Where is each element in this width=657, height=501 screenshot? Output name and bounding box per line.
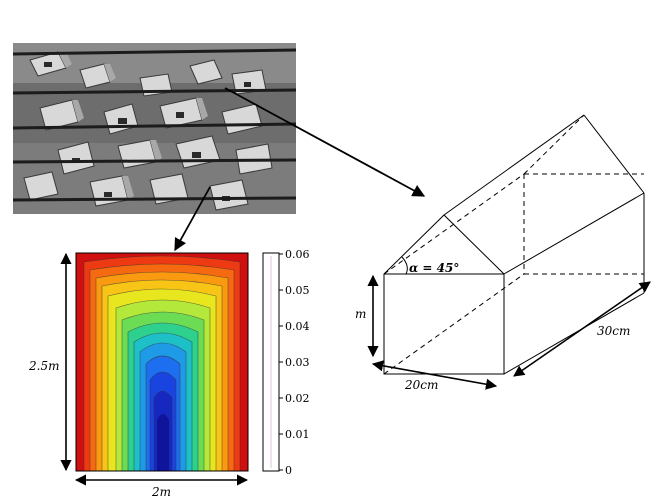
photo-of-boxes: [13, 43, 296, 214]
colorbar: 0.06 0.05 0.04 0.03 0.02 0.01 0: [262, 248, 310, 477]
box-height-label: m: [355, 307, 366, 321]
roof-angle-label: α = 45°: [409, 261, 459, 275]
colorbar-tick-label: 0: [285, 464, 292, 477]
photo-to-heatmap-arrow: [174, 186, 211, 252]
box-width-arrow: [371, 360, 498, 390]
colorbar-tick-label: 0.04: [285, 320, 310, 333]
photo-to-box-arrow: [224, 87, 426, 197]
colorbar-tick-label: 0.03: [285, 356, 310, 369]
heatmap-width-label: 2m: [151, 485, 171, 499]
box-length-arrow: [513, 281, 651, 377]
colorbar-tick-label: 0.06: [285, 248, 310, 261]
temperature-heatmap: [75, 252, 249, 472]
heatmap-height-label: 2.5m: [28, 359, 59, 373]
colorbar-tick-label: 0.02: [285, 392, 310, 405]
colorbar-tick-label: 0.05: [285, 284, 310, 297]
colorbar-tick-label: 0.01: [285, 428, 310, 441]
box-width-label: 20cm: [404, 378, 438, 392]
box-length-label: 30cm: [597, 324, 630, 338]
